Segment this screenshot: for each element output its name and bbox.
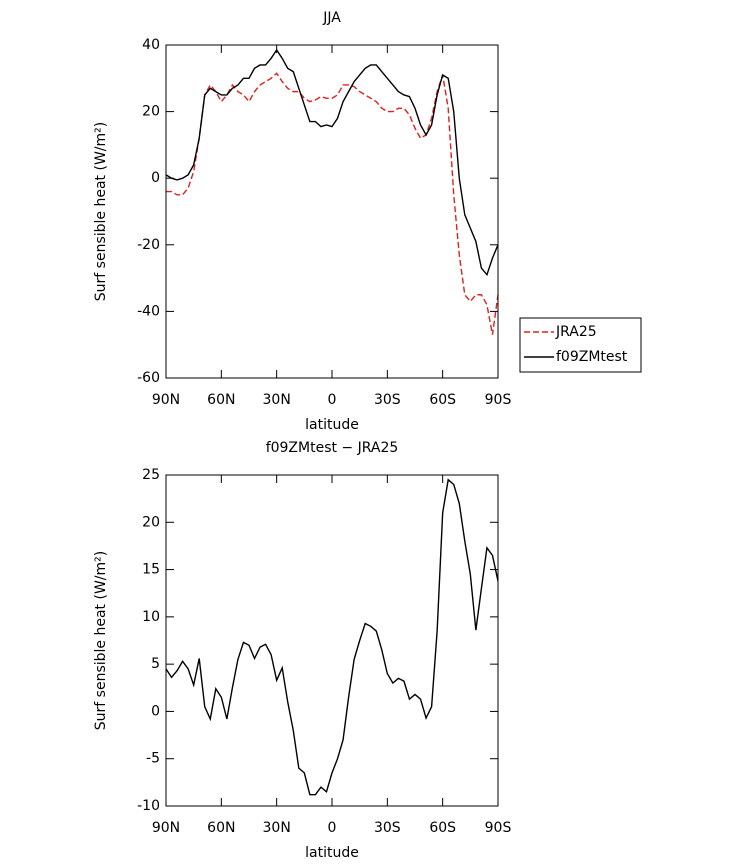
x-tick-label: 30S bbox=[374, 820, 401, 836]
y-axis-label: Surf sensible heat (W/m²) bbox=[93, 551, 109, 730]
x-tick-label: 0 bbox=[328, 820, 337, 836]
y-tick-label: 10 bbox=[142, 609, 160, 625]
y-tick-label: 40 bbox=[142, 37, 160, 53]
x-tick-label: 60S bbox=[429, 820, 456, 836]
y-tick-label: 25 bbox=[142, 467, 160, 483]
y-tick-label: 15 bbox=[142, 562, 160, 578]
x-tick-label: 90N bbox=[152, 820, 180, 836]
chart-title: f09ZMtest − JRA25 bbox=[266, 440, 399, 456]
y-axis-label: Surf sensible heat (W/m²) bbox=[93, 122, 109, 301]
y-tick-label: -60 bbox=[137, 370, 160, 386]
x-tick-label: 60S bbox=[429, 392, 456, 408]
y-tick-label: -10 bbox=[137, 798, 160, 814]
x-tick-label: 60N bbox=[207, 820, 235, 836]
y-tick-label: 20 bbox=[142, 104, 160, 120]
x-tick-label: 90N bbox=[152, 392, 180, 408]
y-tick-label: -5 bbox=[146, 751, 160, 767]
x-tick-label: 30S bbox=[374, 392, 401, 408]
x-axis-label: latitude bbox=[305, 417, 359, 433]
legend-label: f09ZMtest bbox=[556, 349, 628, 365]
y-tick-label: 0 bbox=[151, 703, 160, 719]
x-tick-label: 90S bbox=[485, 392, 512, 408]
chart-title: JJA bbox=[322, 10, 341, 26]
x-tick-label: 30N bbox=[263, 820, 291, 836]
plot-frame bbox=[165, 44, 499, 379]
legend-box bbox=[519, 317, 642, 373]
data-line bbox=[165, 48, 499, 277]
x-axis-label: latitude bbox=[305, 845, 359, 861]
plot-frame bbox=[165, 474, 499, 807]
data-line bbox=[165, 478, 499, 796]
x-tick-label: 30N bbox=[263, 392, 291, 408]
y-tick-label: 20 bbox=[142, 514, 160, 530]
y-tick-label: 5 bbox=[151, 656, 160, 672]
y-tick-label: -20 bbox=[137, 237, 160, 253]
y-tick-label: -40 bbox=[137, 303, 160, 319]
x-tick-label: 90S bbox=[485, 820, 512, 836]
legend-label: JRA25 bbox=[555, 324, 597, 340]
y-tick-label: 0 bbox=[151, 170, 160, 186]
x-tick-label: 60N bbox=[207, 392, 235, 408]
x-tick-label: 0 bbox=[328, 392, 337, 408]
data-line bbox=[166, 72, 499, 335]
